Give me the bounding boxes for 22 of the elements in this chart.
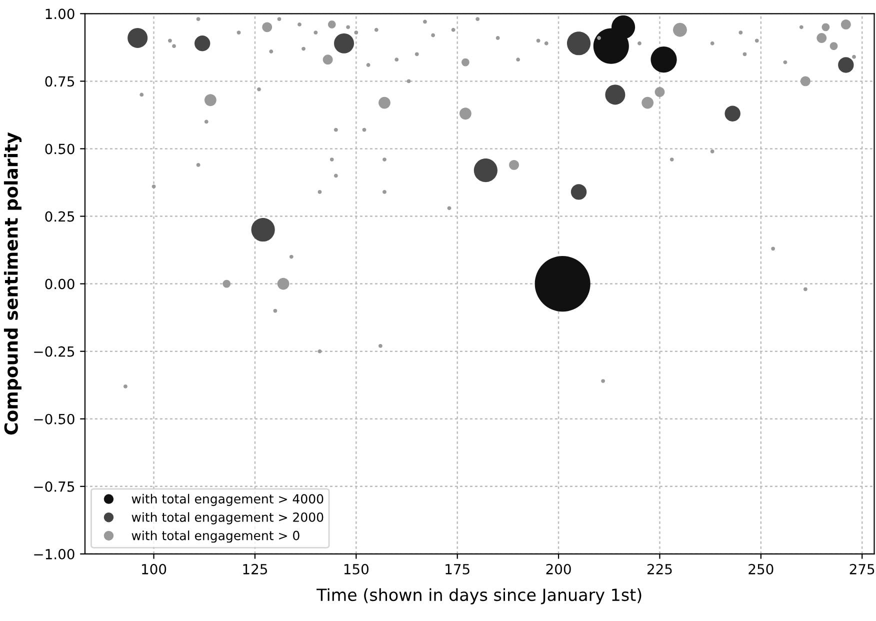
y-tick-label: 0.50 [45,144,74,154]
y-tick-label: −0.50 [34,414,74,424]
legend-label: with total engagement > 4000 [132,494,324,506]
x-tick-label: 225 [647,564,672,574]
y-tick-label: 0.25 [45,211,74,222]
x-tick-label: 125 [243,564,268,574]
y-tick-label: 1.00 [46,8,74,20]
y-tick-label: −0.25 [34,346,74,357]
x-tick-label: 250 [748,564,774,574]
x-tick-label: 175 [446,564,470,574]
x-tick-label: 150 [344,564,368,574]
y-tick-label: 0.00 [45,278,74,290]
x-axis-title: Time (shown in days since January 1st) [316,588,642,604]
x-tick-label: 100 [142,564,166,574]
y-tick-label: 0.75 [45,76,74,87]
y-axis-title: Compound sentiment polarity [4,132,22,435]
y-tick-label: −0.75 [34,481,74,492]
x-tick-label: 275 [850,564,874,574]
y-tick-label: −1.00 [34,548,74,560]
legend-label: with total engagement > 2000 [132,512,324,524]
legend-label: with total engagement > 0 [132,530,300,543]
x-tick-label: 200 [546,564,571,574]
